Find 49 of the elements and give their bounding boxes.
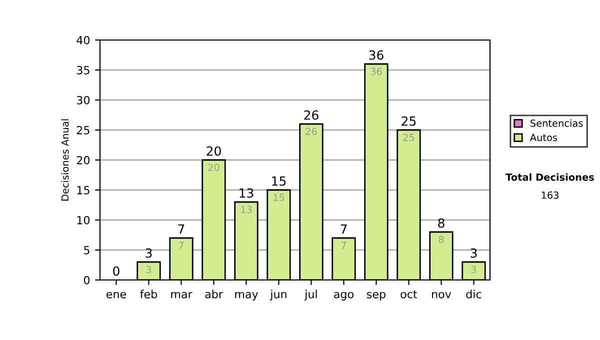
y-tick-label: 35 [76,66,90,74]
total-label: 7 [178,224,184,234]
y-tick-label: 15 [77,186,90,194]
total-label: 26 [304,110,318,120]
data-label: 26 [306,128,317,136]
total-label: 7 [340,224,347,234]
legend-label: Sentencias [530,119,583,127]
total-label: 3 [470,248,477,258]
total-label: 20 [206,146,221,156]
x-tick-label: sep [367,292,386,300]
x-tick-label: feb [140,290,158,298]
x-tick-label: mar [171,292,192,298]
data-label: 7 [341,242,346,249]
x-tick-label: dic [466,290,482,298]
text: Total Decisiones [506,173,594,181]
y-tick-label: 10 [77,216,90,224]
x-tick-label: jun [270,290,286,300]
x-tick-label: ago [334,292,354,300]
x-tick-label: may [235,292,258,300]
data-label: 3 [471,266,476,274]
total-label: 0 [113,266,120,276]
y-tick-label: 40 [76,36,90,44]
total-label: 3 [146,248,152,258]
y-tick-label: 30 [76,96,90,104]
legend-label: Autos [530,134,558,142]
total-label: 36 [369,50,384,60]
data-label: 25 [403,134,414,142]
data-label: 8 [438,236,444,244]
total-label: 15 [272,176,286,186]
y-tick-label: 0 [84,276,90,284]
y-tick-label: 5 [84,246,90,254]
data-label: 36 [370,68,382,76]
y-axis-title: Decisiones Anual [61,119,69,201]
data-label: 3 [146,266,152,274]
y-tick-label: 25 [76,126,90,134]
total-label: 13 [240,188,254,198]
data-label: 20 [208,164,220,172]
text: 163 [542,191,558,199]
data-label: 13 [241,206,252,214]
y-tick-label: 20 [76,156,90,164]
total-label: 25 [402,116,416,126]
x-tick-label: oct [400,290,418,298]
x-tick-label: ene [106,292,126,298]
x-tick-label: nov [432,292,452,298]
total-label: 8 [438,218,444,228]
data-label: 7 [178,242,184,249]
data-label: 15 [274,194,284,202]
x-tick-label: jul [304,290,317,300]
x-tick-label: abr [205,290,223,298]
